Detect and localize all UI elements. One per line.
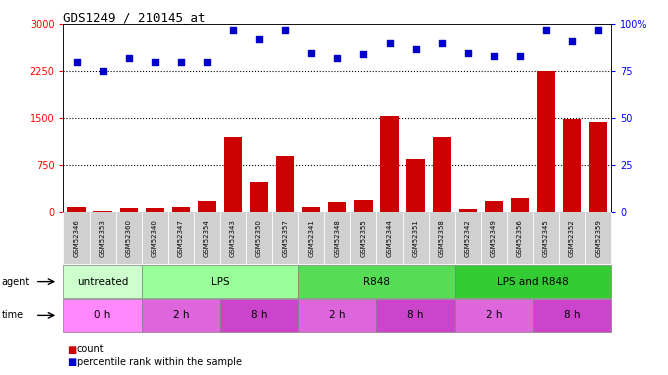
Bar: [250, 182, 269, 212]
Text: GSM52349: GSM52349: [491, 219, 497, 257]
Text: time: time: [1, 310, 23, 320]
Text: GSM52360: GSM52360: [126, 219, 132, 257]
Point: [358, 51, 369, 57]
Text: percentile rank within the sample: percentile rank within the sample: [77, 357, 242, 367]
Point: [228, 27, 238, 33]
Point: [462, 50, 473, 55]
Point: [176, 59, 186, 65]
Text: GSM52358: GSM52358: [439, 219, 445, 257]
Text: 8 h: 8 h: [251, 310, 267, 320]
Text: 8 h: 8 h: [564, 310, 580, 320]
Bar: [537, 71, 555, 212]
Bar: [328, 202, 347, 212]
Point: [593, 27, 603, 33]
Text: 8 h: 8 h: [407, 310, 424, 320]
Bar: [354, 200, 373, 212]
Text: GSM52350: GSM52350: [256, 219, 262, 257]
Point: [488, 53, 499, 59]
Text: GSM52347: GSM52347: [178, 219, 184, 257]
Bar: [302, 207, 321, 212]
Text: count: count: [77, 345, 104, 354]
Text: LPS: LPS: [210, 277, 229, 286]
Text: 2 h: 2 h: [329, 310, 345, 320]
Bar: [459, 209, 477, 212]
Text: GSM52343: GSM52343: [230, 219, 236, 257]
Point: [306, 50, 317, 55]
Point: [150, 59, 160, 65]
Bar: [380, 116, 399, 212]
Bar: [224, 137, 242, 212]
Point: [566, 38, 577, 44]
Text: GSM52352: GSM52352: [569, 219, 575, 257]
Bar: [67, 207, 86, 212]
Text: GSM52344: GSM52344: [387, 219, 393, 257]
Text: 0 h: 0 h: [94, 310, 111, 320]
Point: [254, 36, 265, 42]
Point: [98, 68, 108, 74]
Text: ■: ■: [67, 357, 76, 367]
Bar: [511, 198, 529, 212]
Text: GSM52354: GSM52354: [204, 219, 210, 257]
Bar: [433, 137, 451, 212]
Bar: [120, 207, 138, 212]
Text: agent: agent: [1, 277, 29, 286]
Bar: [94, 211, 112, 212]
Text: GSM52355: GSM52355: [361, 219, 367, 257]
Text: 2 h: 2 h: [172, 310, 189, 320]
Text: GSM52348: GSM52348: [335, 219, 340, 257]
Text: GSM52346: GSM52346: [73, 219, 79, 257]
Bar: [172, 207, 190, 212]
Point: [436, 40, 447, 46]
Text: 2 h: 2 h: [486, 310, 502, 320]
Text: GSM52359: GSM52359: [595, 219, 601, 257]
Text: ■: ■: [67, 345, 76, 354]
Point: [332, 55, 343, 61]
Text: GSM52341: GSM52341: [308, 219, 314, 257]
Text: untreated: untreated: [77, 277, 128, 286]
Text: GSM52353: GSM52353: [100, 219, 106, 257]
Text: GSM52351: GSM52351: [413, 219, 419, 257]
Bar: [563, 119, 581, 212]
Point: [410, 46, 421, 52]
Point: [384, 40, 395, 46]
Text: GSM52340: GSM52340: [152, 219, 158, 257]
Bar: [485, 201, 503, 212]
Point: [124, 55, 134, 61]
Bar: [198, 201, 216, 212]
Point: [514, 53, 525, 59]
Point: [71, 59, 82, 65]
Text: GSM52342: GSM52342: [465, 219, 471, 257]
Point: [202, 59, 212, 65]
Text: GSM52356: GSM52356: [517, 219, 523, 257]
Point: [280, 27, 291, 33]
Text: GDS1249 / 210145_at: GDS1249 / 210145_at: [63, 11, 206, 24]
Bar: [276, 156, 295, 212]
Point: [540, 27, 551, 33]
Text: GSM52345: GSM52345: [543, 219, 549, 257]
Bar: [146, 208, 164, 212]
Bar: [406, 159, 425, 212]
Bar: [589, 122, 607, 212]
Text: R848: R848: [363, 277, 390, 286]
Text: LPS and R848: LPS and R848: [497, 277, 569, 286]
Text: GSM52357: GSM52357: [282, 219, 288, 257]
